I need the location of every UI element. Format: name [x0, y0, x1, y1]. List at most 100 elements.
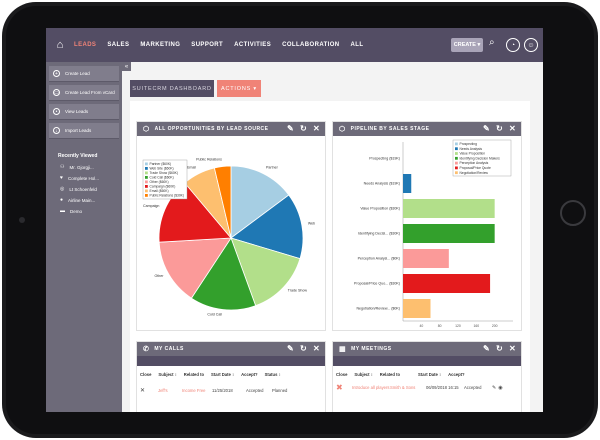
category-label: Identifying Decisi... ($30K) [358, 232, 400, 236]
recent-item[interactable]: ⚇ Mr. Gjorgji... [60, 164, 122, 170]
dashlet-my-calls: ✆ MY CALLS ✎ ↻ ✕ Close Subject ↕ Related… [136, 341, 326, 412]
legend-swatch [145, 194, 148, 197]
x-tick-label: 40 [419, 324, 423, 328]
recently-viewed-title: Recently Viewed [58, 153, 98, 159]
refresh-icon[interactable]: ↻ [496, 344, 504, 353]
folder-icon: ▬ [60, 208, 65, 214]
legend-entry: Value Proposition [460, 152, 486, 156]
dashlet-my-meetings: ▦ MY MEETINGS ✎ ↻ ✕ Close Subject ↕ Rela… [332, 341, 522, 412]
dashlet-title: MY CALLS [154, 346, 184, 352]
recent-item[interactable]: ● Airline Main... [60, 197, 122, 203]
legend-swatch [145, 171, 148, 175]
pagination-bar [333, 356, 521, 366]
nav-leads[interactable]: LEADS [74, 42, 97, 48]
dashlet-title: ALL OPPORTUNITIES BY LEAD SOURCE [154, 126, 269, 132]
category-label: Proposal/Price Quo... ($30K) [354, 282, 400, 286]
close-icon[interactable]: ✕ [509, 124, 517, 133]
recent-item-label: Airline Main... [68, 197, 96, 203]
pie-slice [230, 194, 304, 260]
nav-collaboration[interactable]: COLLABORATION [282, 42, 340, 48]
nav-support[interactable]: SUPPORT [191, 42, 224, 48]
edit-icon[interactable]: ✎ [287, 124, 295, 133]
refresh-icon[interactable]: ↻ [300, 344, 308, 353]
edit-icon[interactable]: ✎ [483, 344, 491, 353]
top-nav: ⌂ LEADS SALES MARKETING SUPPORT ACTIVITI… [46, 28, 543, 62]
dashlet-pipeline: ⬡ PIPELINE BY SALES STAGE ✎ ↻ ✕ Prospect… [332, 121, 522, 331]
column-header[interactable]: Status ↕ [264, 372, 281, 377]
column-header[interactable]: Subject ↕ [354, 372, 373, 377]
create-button[interactable]: CREATE ▾ [451, 38, 483, 52]
close-icon[interactable]: ✖ [336, 383, 343, 392]
call-subject[interactable]: Jeff's [158, 388, 168, 393]
column-header[interactable]: Accept? [241, 372, 258, 377]
nav-marketing[interactable]: MARKETING [140, 42, 181, 48]
column-header[interactable]: Related to [379, 372, 401, 377]
column-header[interactable]: Start Date ↕ [418, 372, 442, 377]
edit-icon[interactable]: ✎ [483, 124, 491, 133]
card-icon: ▭ [53, 89, 60, 96]
meeting-date: 06/09/2018 16:15 [426, 385, 459, 390]
recent-item[interactable]: ◎ Lt Schoenfeld [60, 186, 122, 192]
pie-slice-label: Web [308, 221, 315, 225]
table-row: ✕ Jeff's Income Free 11/25/2018 Accepted… [137, 377, 325, 394]
recent-item[interactable]: ▬ Demo [60, 208, 122, 214]
pipeline-bar-chart: Prospecting ($19K) Needs Analysis ($19K) V… [354, 139, 513, 328]
legend-entry: Cold Call ($60K) [150, 176, 174, 180]
sidebar-create-lead[interactable]: + Create Lead [49, 66, 119, 82]
home-icon[interactable]: ⌂ [56, 39, 64, 51]
cube-icon: ⬡ [339, 126, 346, 133]
collapse-sidebar-icon[interactable]: « [122, 62, 131, 71]
table-header: Close Subject ↕ Related to Start Date ↕ … [137, 366, 325, 377]
refresh-icon[interactable]: ↻ [496, 124, 504, 133]
user-icon[interactable]: ☺ [524, 38, 538, 52]
x-tick-label: 200 [492, 324, 498, 328]
category-label: Negotiation/Review... ($0K) [356, 307, 400, 311]
sidebar-view-leads[interactable]: • View Leads [49, 104, 119, 120]
call-related[interactable]: Income Free [182, 388, 206, 393]
category-label: Value Proposition ($30K) [360, 207, 400, 211]
column-header[interactable]: Accept? [448, 372, 465, 377]
legend-entry: Web Site ($60K) [150, 167, 174, 171]
pie-slice-label: Campaign [143, 204, 159, 208]
meeting-related[interactable]: Smith & Sons [390, 385, 416, 390]
nav-sales[interactable]: SALES [107, 42, 130, 48]
nav-all[interactable]: ALL [350, 42, 364, 48]
column-header[interactable]: Close [336, 372, 348, 377]
pie-slice [213, 165, 232, 239]
camera [19, 217, 25, 223]
close-icon[interactable]: ✕ [509, 344, 517, 353]
dashlet-opportunities: ⬡ ALL OPPORTUNITIES BY LEAD SOURCE ✎ ↻ ✕… [136, 121, 326, 331]
sidebar-create-lead-vcard[interactable]: ▭ Create Lead From vCard [49, 85, 119, 101]
edit-icon[interactable]: ✎ [287, 344, 295, 353]
bar [403, 274, 491, 293]
nav-activities[interactable]: ACTIVITIES [234, 42, 272, 48]
sidebar-action-label: View Leads [65, 109, 89, 114]
close-icon[interactable]: ✕ [313, 344, 321, 353]
column-header[interactable]: Subject ↕ [158, 372, 177, 377]
legend-swatch [455, 166, 458, 170]
column-header[interactable]: Close [140, 372, 152, 377]
edit-icon[interactable]: ✎ [492, 384, 497, 391]
legend-entry: Public Relations ($30K) [150, 194, 184, 198]
meeting-subject[interactable]: Introduce all players [352, 385, 390, 390]
home-button [560, 200, 586, 226]
legend-swatch [145, 162, 148, 166]
column-header[interactable]: Start Date ↕ [211, 372, 235, 377]
pie-slice-label: Cold Call [207, 312, 222, 316]
refresh-icon[interactable]: ↻ [300, 124, 308, 133]
user-icon: ⚇ [60, 164, 65, 170]
actions-button[interactable]: ACTIONS ▾ [217, 80, 261, 97]
tab-dashboard[interactable]: SUITECRM DASHBOARD [130, 80, 214, 97]
legend-swatch [145, 189, 148, 193]
view-icon[interactable]: ◉ [498, 384, 503, 391]
close-icon[interactable]: ✕ [313, 124, 321, 133]
search-icon[interactable]: ⌕ [489, 37, 495, 48]
column-header[interactable]: Related to [183, 372, 205, 377]
notifications-icon[interactable]: ◔ [506, 38, 520, 52]
recent-item-label: Mr. Gjorgji... [69, 164, 94, 170]
sidebar-import-leads[interactable]: ↓ Import Leads [49, 123, 119, 139]
recent-item[interactable]: ♥ Complete Hol... [60, 175, 122, 181]
close-icon[interactable]: ✕ [140, 388, 146, 394]
app-screen: ⌂ LEADS SALES MARKETING SUPPORT ACTIVITI… [46, 28, 543, 412]
